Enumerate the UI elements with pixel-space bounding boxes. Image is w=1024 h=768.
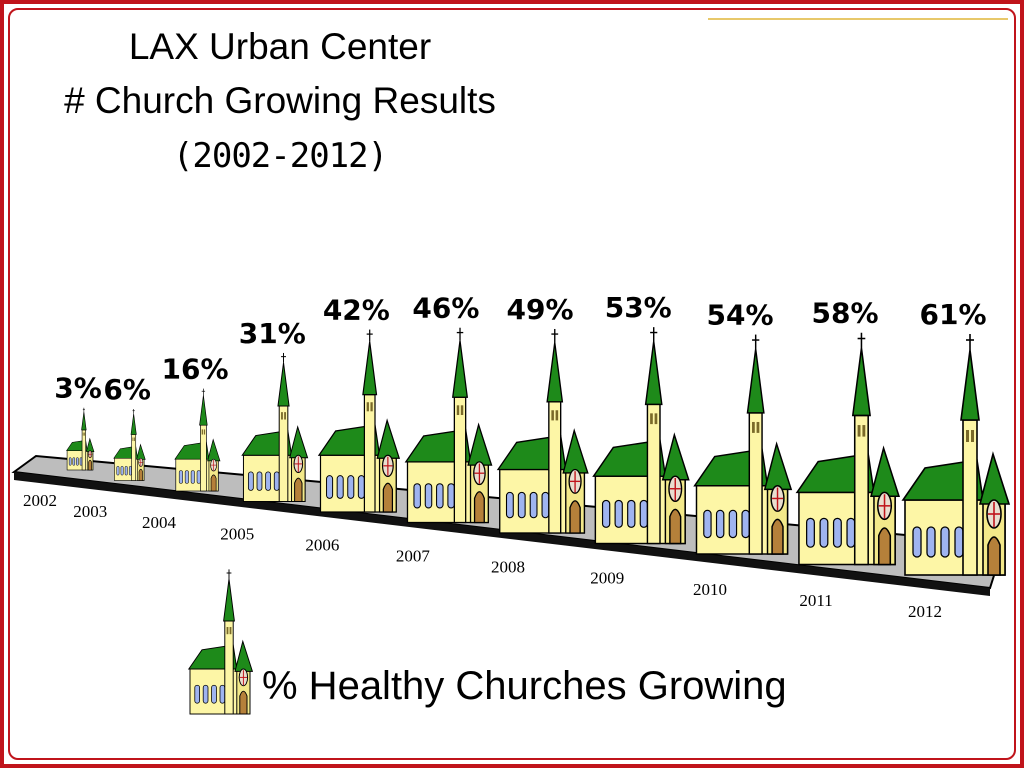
church-bar-2009 (592, 327, 690, 545)
data-label-2003: 6% (103, 373, 151, 406)
category-label-2006: 2006 (305, 535, 339, 554)
data-label-2002: 3% (54, 372, 102, 405)
data-label-2008: 49% (507, 293, 574, 326)
church-bar-2011 (795, 332, 901, 566)
category-label-2008: 2008 (491, 558, 525, 577)
data-label-2010: 54% (707, 299, 774, 332)
legend-label: % Healthy Churches Growing (262, 664, 787, 708)
chart-title-line-3: (2002-2012) (172, 136, 388, 176)
data-label-2006: 42% (323, 294, 390, 327)
data-label-2005: 31% (239, 317, 306, 350)
chart-bars (65, 327, 1011, 576)
church-bar-2003 (113, 408, 146, 481)
chart-data-labels: 3% 6% 16% 31% 42% 46% 49% 53% 54% 58% 61% (54, 291, 986, 406)
church-icon (187, 569, 254, 715)
data-label-2009: 53% (605, 291, 672, 324)
data-label-2012: 61% (919, 298, 986, 331)
legend-icon-group (187, 569, 254, 715)
chart-title-line-2: # Church Growing Results (64, 80, 496, 121)
category-label-2004: 2004 (142, 513, 177, 532)
chart-category-labels: 2002 2003 2004 2005 2006 2007 2008 2009 2010 2011… (23, 491, 942, 621)
church-bar-2008 (496, 328, 589, 534)
data-label-2004: 16% (162, 353, 229, 386)
category-label-2003: 2003 (73, 502, 107, 521)
category-label-2002: 2002 (23, 491, 57, 510)
church-bar-2004 (174, 388, 221, 492)
church-bar-2005 (241, 352, 309, 502)
category-label-2009: 2009 (590, 569, 624, 588)
decorative-line (708, 18, 1008, 20)
church-bar-2010 (693, 334, 793, 555)
data-label-2011: 58% (812, 297, 879, 330)
church-bar-2012 (901, 334, 1011, 576)
chart-title-line-1: LAX Urban Center (128, 26, 432, 67)
legend-church-icon (187, 569, 254, 715)
church-bar-2002 (65, 407, 95, 471)
church-bar-2006 (317, 329, 401, 513)
category-label-2005: 2005 (220, 524, 254, 543)
category-label-2012: 2012 (908, 602, 942, 621)
platform-edge (14, 472, 990, 596)
category-label-2010: 2010 (693, 580, 727, 599)
slide-frame-inner (8, 8, 1016, 760)
category-label-2011: 2011 (799, 591, 832, 610)
data-label-2007: 46% (412, 292, 479, 325)
category-label-2007: 2007 (396, 547, 431, 566)
church-bar-2007 (404, 327, 493, 524)
